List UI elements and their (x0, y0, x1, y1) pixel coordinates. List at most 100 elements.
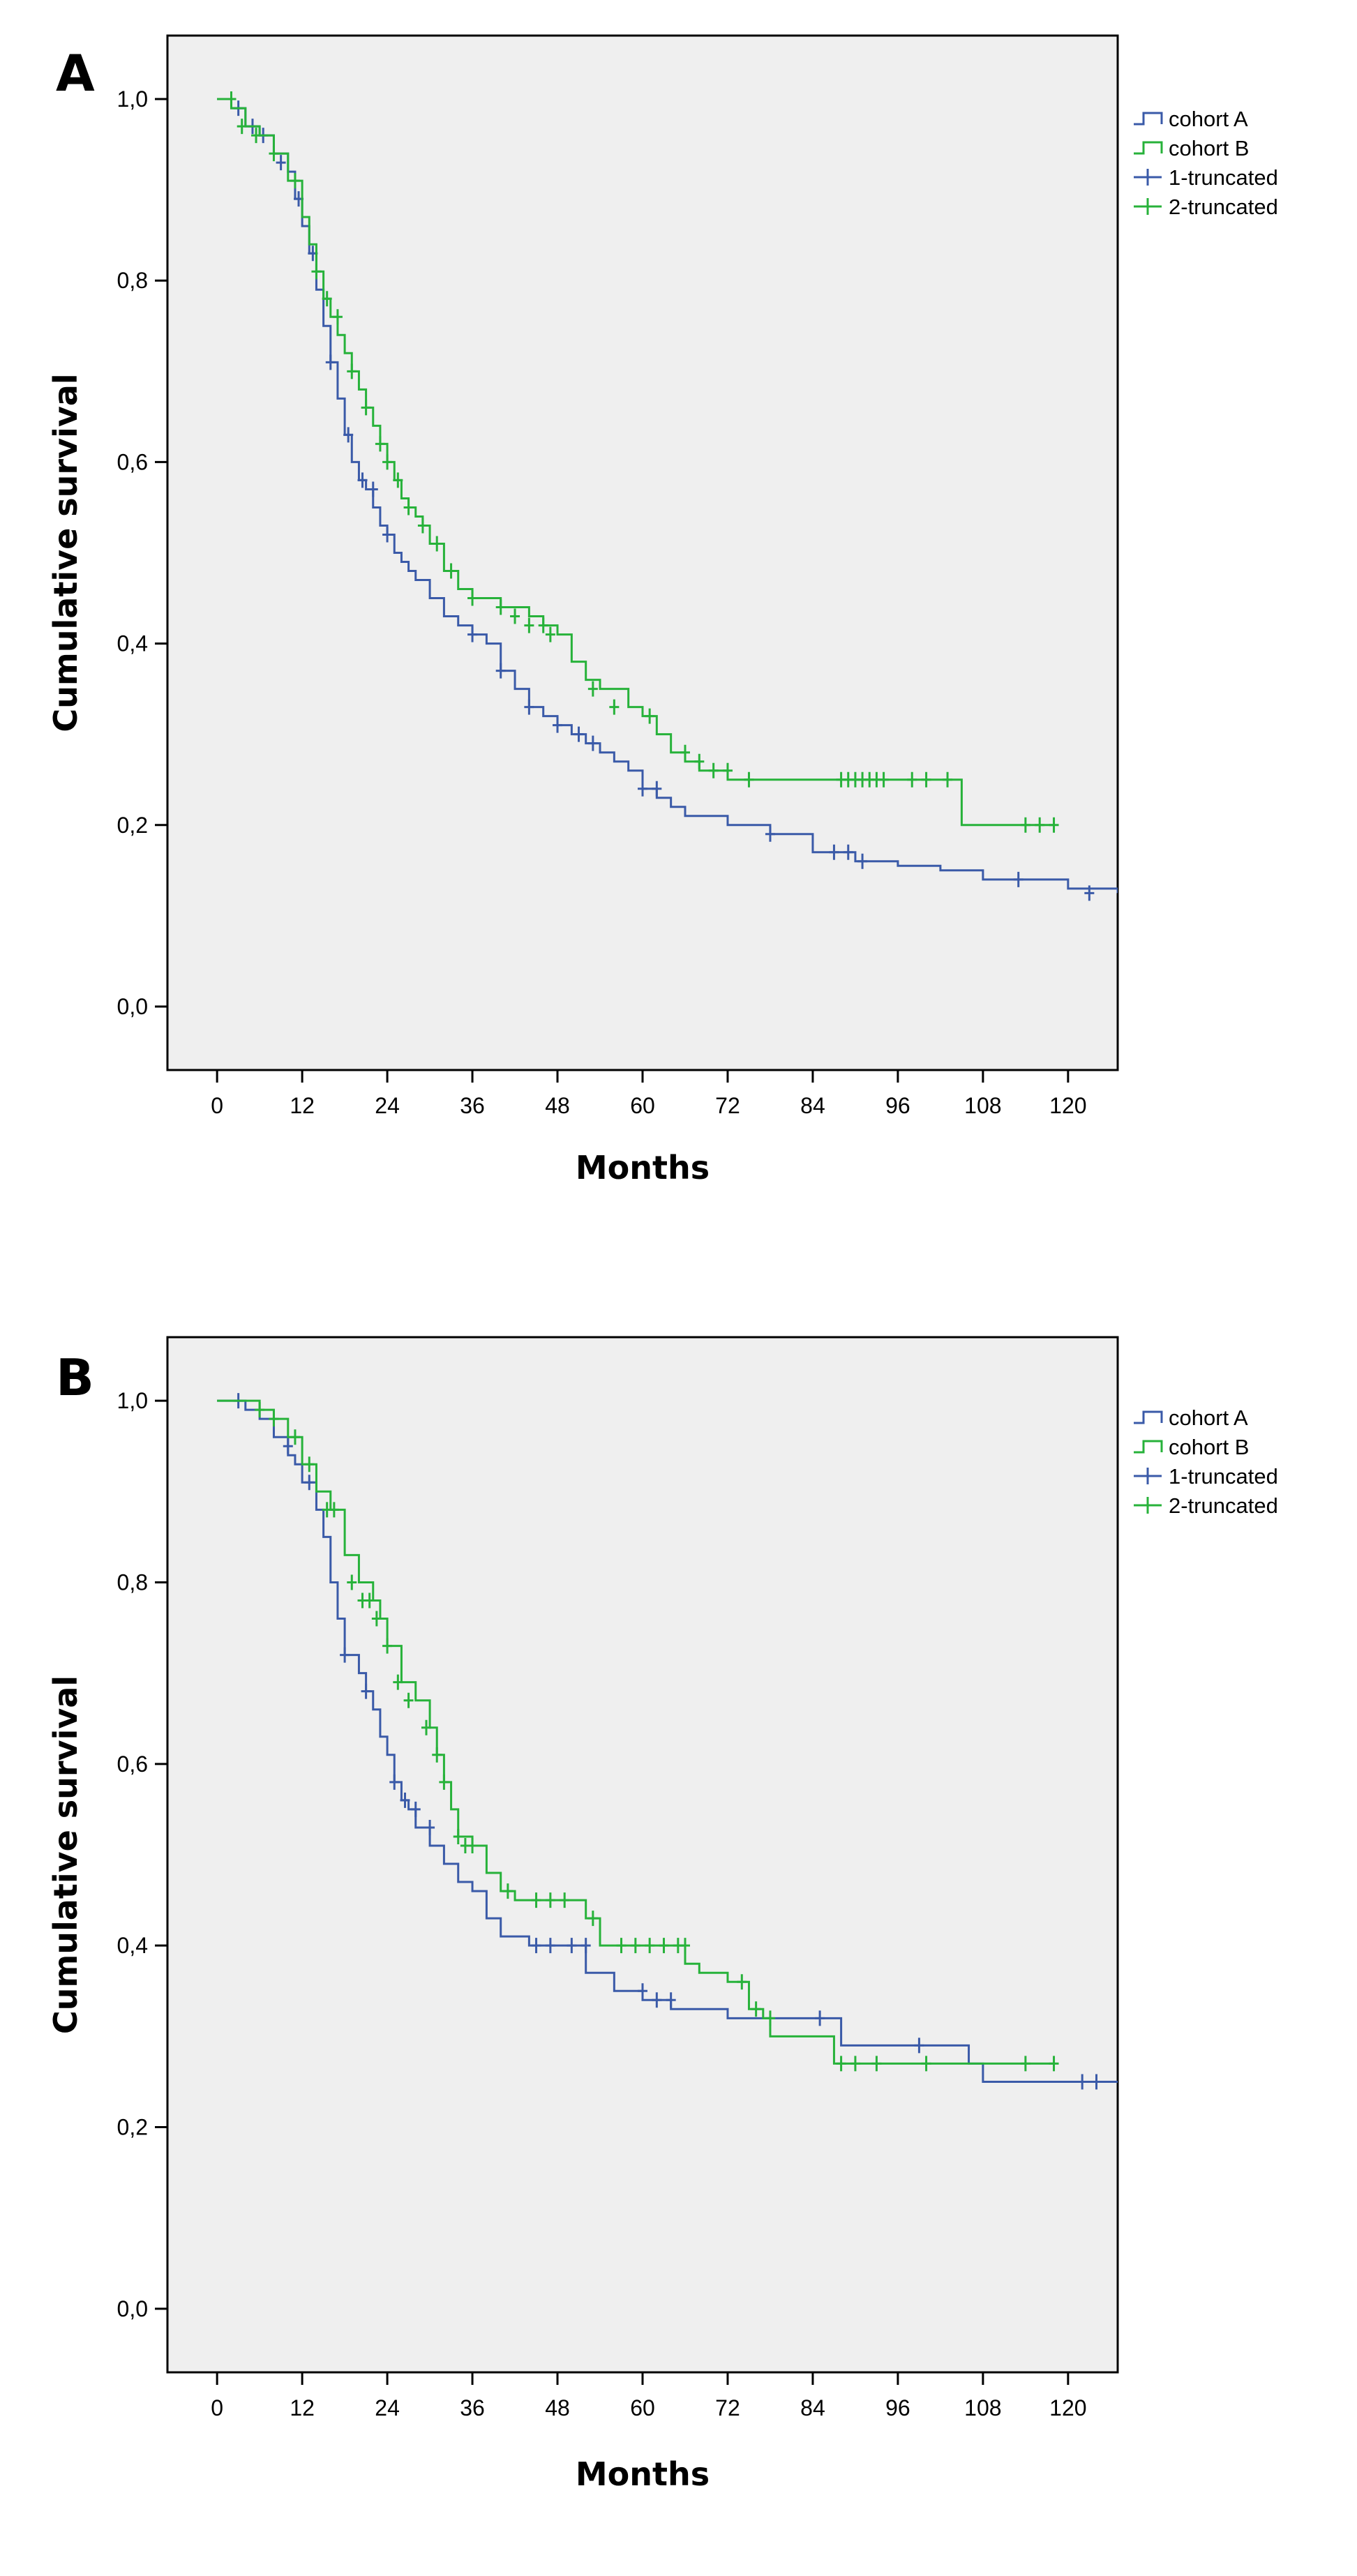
x-tick-label: 72 (715, 2395, 740, 2420)
y-tick-label: 0,2 (117, 2115, 148, 2140)
y-axis-title: Cumulative survival (47, 373, 84, 732)
censor-mark (587, 1911, 598, 1927)
censor-mark (340, 1647, 350, 1663)
censor-mark (495, 663, 506, 679)
censor-mark (332, 309, 343, 325)
censor-mark (403, 1692, 414, 1708)
censor-mark (907, 771, 917, 788)
x-tick-label: 12 (290, 1093, 315, 1118)
x-tick-label: 0 (211, 2395, 223, 2420)
legend-label: 1-truncated (1169, 165, 1278, 190)
censor-mark (645, 708, 655, 724)
legend-step-icon (1134, 141, 1163, 155)
censor-mark (1077, 2074, 1088, 2090)
y-axis-title: Cumulative survival (47, 1675, 84, 2034)
legend-censor-icon (1134, 1468, 1162, 1484)
y-tick-label: 0,2 (117, 813, 148, 838)
series-cohort-a (217, 1393, 1118, 2090)
censor-mark (943, 771, 953, 788)
censor-mark (815, 2010, 825, 2026)
censor-mark (609, 699, 620, 715)
plot-area (166, 1336, 1119, 2374)
x-tick-label: 36 (460, 1093, 485, 1118)
x-tick-label: 108 (964, 2395, 1001, 2420)
censor-mark (425, 1819, 435, 1835)
censor-mark (722, 762, 733, 778)
censor-mark (836, 2056, 846, 2072)
censor-mark (680, 744, 690, 760)
censor-mark (432, 536, 442, 552)
censor-mark (361, 1683, 371, 1699)
censor-mark (347, 363, 357, 379)
censor-mark (560, 1892, 570, 1908)
censor-mark (400, 1792, 410, 1808)
censor-mark (857, 853, 868, 869)
panel-label: A (56, 44, 95, 103)
y-tick-label: 1,0 (117, 1388, 148, 1413)
censor-mark (850, 2056, 860, 2072)
censor-mark (1049, 817, 1059, 833)
censor-mark (368, 481, 378, 497)
censor-mark (553, 717, 563, 733)
censor-mark (432, 1747, 442, 1763)
legend: cohort A cohort B 1-truncated 2-truncated (1134, 1406, 1278, 1518)
censor-mark (652, 1992, 662, 2008)
x-tick-label: 84 (800, 2395, 825, 2420)
y-tick-label: 0,4 (117, 1933, 148, 1958)
y-tick-label: 0,8 (117, 1569, 148, 1595)
legend-label: 2-truncated (1169, 195, 1278, 219)
x-tick-label: 120 (1049, 1093, 1086, 1118)
censor-mark (467, 1837, 478, 1853)
censor-mark (878, 771, 889, 788)
censor-mark (283, 1438, 293, 1454)
censor-mark (921, 771, 931, 788)
censor-mark (403, 499, 414, 515)
censor-mark (502, 1883, 513, 1899)
censor-mark (573, 726, 584, 742)
legend-censor-icon (1134, 169, 1162, 186)
censor-mark (393, 1674, 403, 1690)
x-tick-label: 48 (545, 2395, 570, 2420)
censor-mark (276, 155, 286, 171)
y-tick-label: 0,8 (117, 268, 148, 293)
censor-mark (1013, 871, 1024, 887)
censor-mark (708, 762, 719, 778)
censor-mark (389, 1774, 400, 1790)
censor-mark (638, 781, 647, 797)
censor-mark (343, 427, 354, 443)
censor-mark (1084, 885, 1095, 901)
censor-mark (914, 2038, 924, 2054)
censor-mark (524, 617, 534, 633)
x-tick-label: 108 (964, 1093, 1001, 1118)
censor-mark (538, 617, 548, 633)
legend-label: cohort B (1169, 1435, 1249, 1459)
x-axis-title: Months (576, 2455, 710, 2493)
censor-mark (421, 1719, 431, 1735)
censor-mark (694, 753, 705, 769)
censor-mark (382, 1638, 393, 1654)
censor-mark (659, 1938, 669, 1954)
legend-censor-icon (1134, 198, 1162, 215)
censor-mark (311, 264, 322, 280)
censor-mark (680, 1938, 690, 1954)
series-cohort-b (217, 1399, 1059, 2072)
x-tick-label: 60 (630, 2395, 655, 2420)
censor-mark (467, 626, 478, 642)
plot-area (166, 34, 1119, 1071)
panel-label: B (56, 1348, 94, 1407)
legend: cohort A cohort B 1-truncated 2-truncated (1134, 107, 1278, 219)
censor-mark (638, 1983, 647, 1999)
censor-mark (226, 91, 237, 107)
censor-mark (765, 826, 775, 842)
legend-label: cohort B (1169, 136, 1249, 160)
censor-mark (251, 128, 262, 144)
x-tick-label: 96 (885, 2395, 910, 2420)
x-axis-title: Months (576, 1149, 710, 1187)
legend-step-icon (1134, 1410, 1163, 1424)
censor-mark (1091, 2074, 1102, 2090)
chart-panel-a: A 0,0 0,2 0,4 0,6 0,8 1,0 0 12 24 36 48 60 72 84 96 108 1… (47, 34, 1278, 1187)
x-tick-label: 60 (630, 1093, 655, 1118)
legend-label: cohort A (1169, 107, 1248, 131)
legend-label: 1-truncated (1169, 1464, 1278, 1489)
censor-mark (580, 1938, 591, 1954)
